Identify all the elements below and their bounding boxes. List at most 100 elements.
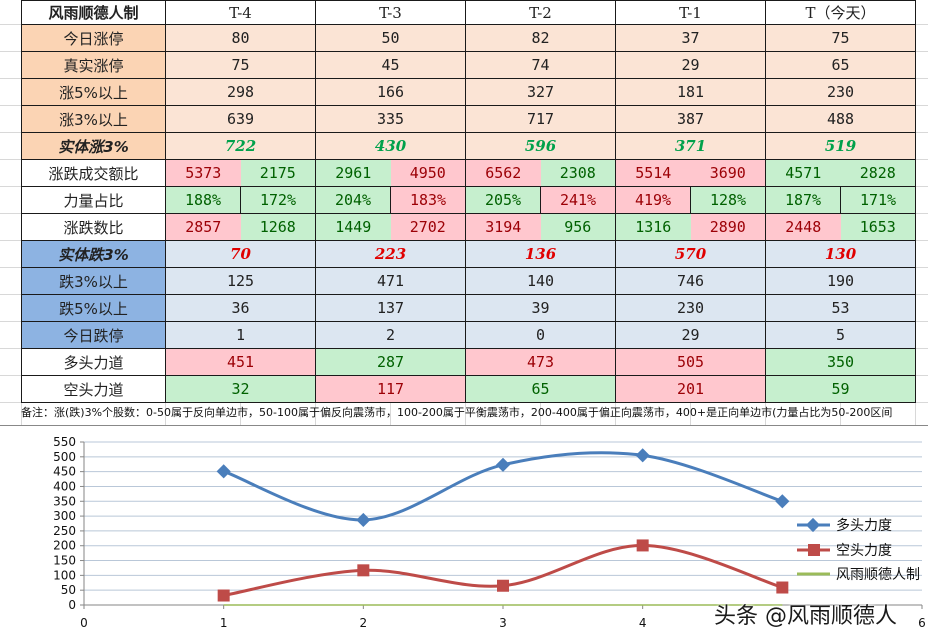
cell[interactable]: 205% — [465, 186, 541, 214]
column-header[interactable]: T-3 — [315, 0, 466, 25]
cell[interactable]: 75 — [165, 51, 316, 79]
column-header[interactable]: T（今天） — [764, 0, 917, 25]
cell[interactable]: 166 — [315, 78, 466, 106]
row-label[interactable]: 实体涨3% — [21, 132, 166, 160]
cell[interactable]: 190 — [764, 267, 917, 295]
cell[interactable]: 125 — [165, 267, 316, 295]
cell[interactable]: 45 — [315, 51, 466, 79]
cell[interactable]: 2 — [315, 321, 466, 349]
table-title-cell[interactable]: 风雨顺德人制 — [21, 0, 166, 25]
note-text[interactable]: 备注：涨(跌)3%个股数：0-50属于反向单边市，50-100属于偏反向震荡市，… — [21, 406, 893, 419]
row-label[interactable]: 涨跌成交额比 — [21, 159, 166, 187]
cell[interactable]: 519 — [764, 132, 917, 160]
cell[interactable]: 50 — [315, 24, 466, 52]
cell[interactable]: 140 — [465, 267, 616, 295]
cell[interactable]: 327 — [465, 78, 616, 106]
cell[interactable]: 82 — [465, 24, 616, 52]
cell[interactable]: 2702 — [390, 213, 466, 241]
cell[interactable]: 187% — [765, 186, 841, 214]
row-label[interactable]: 空头力道 — [21, 375, 166, 403]
cell[interactable]: 117 — [315, 375, 466, 403]
legend[interactable]: 多头力度 空头力度 风雨顺德人制 — [797, 517, 920, 583]
cell[interactable]: 505 — [615, 348, 766, 376]
cell[interactable]: 65 — [465, 375, 616, 403]
cell[interactable]: 1 — [165, 321, 316, 349]
row-label[interactable]: 涨跌数比 — [21, 213, 166, 241]
cell[interactable]: 201 — [615, 375, 766, 403]
cell[interactable]: 65 — [764, 51, 917, 79]
cell[interactable]: 4950 — [390, 159, 466, 187]
cell[interactable]: 473 — [465, 348, 616, 376]
row-label[interactable]: 跌5%以上 — [21, 294, 166, 322]
cell[interactable]: 371 — [615, 132, 766, 160]
cell[interactable]: 2828 — [840, 159, 917, 187]
cell[interactable]: 0 — [465, 321, 616, 349]
cell[interactable]: 471 — [315, 267, 466, 295]
cell[interactable]: 2890 — [690, 213, 766, 241]
row-label[interactable]: 今日涨停 — [21, 24, 166, 52]
cell[interactable]: 639 — [165, 105, 316, 133]
cell[interactable]: 29 — [615, 51, 766, 79]
cell[interactable]: 5373 — [165, 159, 241, 187]
cell[interactable]: 183% — [390, 186, 466, 214]
row-label[interactable]: 今日跌停 — [21, 321, 166, 349]
cell[interactable]: 419% — [615, 186, 691, 214]
cell[interactable]: 188% — [165, 186, 241, 214]
cell[interactable]: 717 — [465, 105, 616, 133]
cell[interactable]: 430 — [315, 132, 466, 160]
cell[interactable]: 3690 — [690, 159, 766, 187]
cell[interactable]: 181 — [615, 78, 766, 106]
cell[interactable]: 3194 — [465, 213, 541, 241]
cell[interactable]: 488 — [764, 105, 917, 133]
row-label[interactable]: 多头力道 — [21, 348, 166, 376]
cell[interactable]: 130 — [764, 240, 917, 268]
cell[interactable]: 2175 — [240, 159, 316, 187]
cell[interactable]: 1653 — [840, 213, 917, 241]
cell[interactable]: 6562 — [465, 159, 541, 187]
cell[interactable]: 350 — [764, 348, 917, 376]
cell[interactable]: 4571 — [765, 159, 841, 187]
cell[interactable]: 80 — [165, 24, 316, 52]
cell[interactable]: 1449 — [315, 213, 391, 241]
cell[interactable]: 36 — [165, 294, 316, 322]
cell[interactable]: 956 — [540, 213, 616, 241]
row-label[interactable]: 涨5%以上 — [21, 78, 166, 106]
cell[interactable]: 746 — [615, 267, 766, 295]
column-header[interactable]: T-4 — [165, 0, 316, 25]
cell[interactable]: 37 — [615, 24, 766, 52]
row-label[interactable]: 涨3%以上 — [21, 105, 166, 133]
cell[interactable]: 287 — [315, 348, 466, 376]
cell[interactable]: 171% — [839, 186, 917, 214]
cell[interactable]: 32 — [165, 375, 316, 403]
cell[interactable]: 2308 — [540, 159, 616, 187]
cell[interactable]: 75 — [764, 24, 917, 52]
row-label[interactable]: 力量占比 — [21, 186, 166, 214]
cell[interactable]: 128% — [690, 186, 766, 214]
cell[interactable]: 29 — [615, 321, 766, 349]
cell[interactable]: 70 — [165, 240, 316, 268]
row-label[interactable]: 实体跌3% — [21, 240, 166, 268]
cell[interactable]: 230 — [764, 78, 917, 106]
cell[interactable]: 136 — [465, 240, 616, 268]
cell[interactable]: 137 — [315, 294, 466, 322]
cell[interactable]: 241% — [540, 186, 616, 214]
cell[interactable]: 39 — [465, 294, 616, 322]
cell[interactable]: 204% — [315, 186, 391, 214]
cell[interactable]: 1268 — [240, 213, 316, 241]
cell[interactable]: 2961 — [315, 159, 391, 187]
cell[interactable]: 335 — [315, 105, 466, 133]
cell[interactable]: 223 — [315, 240, 466, 268]
cell[interactable]: 53 — [764, 294, 917, 322]
cell[interactable]: 5 — [764, 321, 917, 349]
cell[interactable]: 2448 — [765, 213, 841, 241]
cell[interactable]: 387 — [615, 105, 766, 133]
column-header[interactable]: T-1 — [615, 0, 766, 25]
cell[interactable]: 570 — [615, 240, 766, 268]
cell[interactable]: 298 — [165, 78, 316, 106]
cell[interactable]: 59 — [764, 375, 917, 403]
cell[interactable]: 2857 — [165, 213, 241, 241]
cell[interactable]: 172% — [240, 186, 316, 214]
row-label[interactable]: 跌3%以上 — [21, 267, 166, 295]
column-header[interactable]: T-2 — [465, 0, 616, 25]
